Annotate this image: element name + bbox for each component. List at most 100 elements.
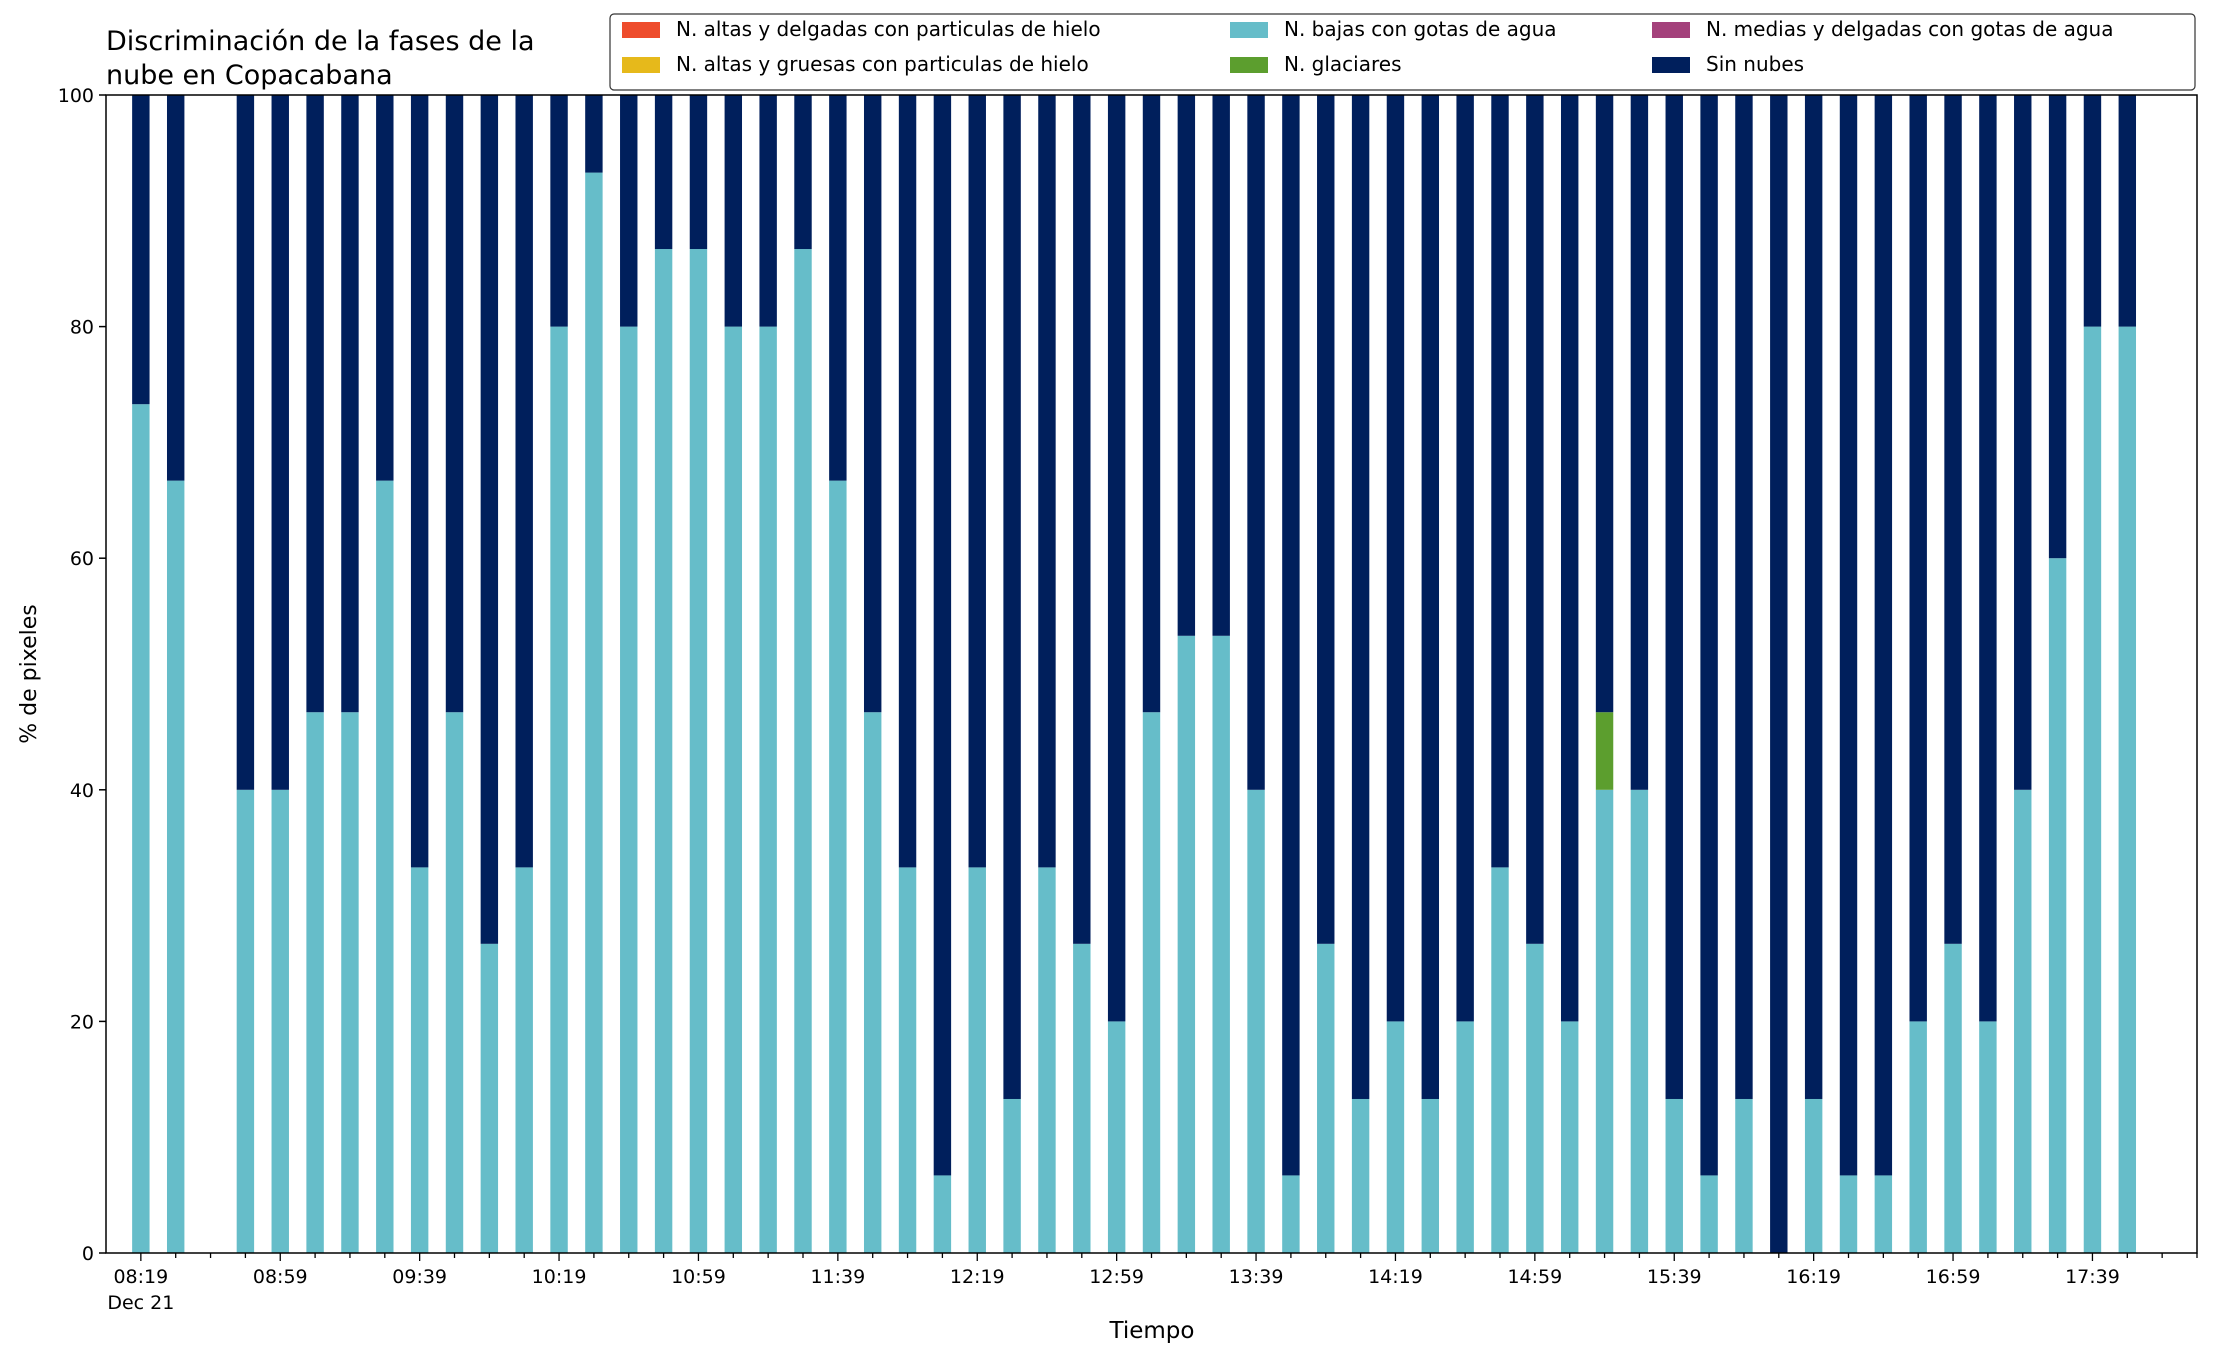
bar-segment-bajas <box>306 712 324 1253</box>
bar-segment-bajas <box>1386 1021 1405 1253</box>
bar-segment-sin-nubes <box>1909 95 1927 1022</box>
bar-segment-bajas <box>236 789 255 1253</box>
bar-segment-bajas <box>1282 1175 1300 1253</box>
y-tick-label: 100 <box>58 85 94 107</box>
bar-13:09 <box>1142 95 1161 1253</box>
bar-10:09 <box>515 95 533 1253</box>
legend-label: N. medias y delgadas con gotas de agua <box>1706 17 2114 41</box>
bar-segment-bajas <box>1804 1098 1823 1253</box>
x-tick-label: 11:39 <box>810 1266 865 1288</box>
chart-title-line-2: nube en Copacabana <box>106 60 393 91</box>
bar-segment-bajas <box>1317 943 1335 1253</box>
bar-17:19 <box>2014 95 2032 1253</box>
bar-segment-bajas <box>1700 1175 1718 1253</box>
bar-segment-bajas <box>480 943 499 1253</box>
bar-segment-bajas <box>1073 943 1091 1253</box>
bar-segment-sin-nubes <box>1595 95 1614 713</box>
legend-swatch <box>1230 22 1268 38</box>
legend-swatch <box>1652 57 1690 73</box>
bar-segment-sin-nubes <box>585 95 603 173</box>
bar-segment-glaciares <box>1595 712 1614 790</box>
x-tick-label: 13:39 <box>1229 1266 1284 1288</box>
bar-segment-bajas <box>1560 1021 1579 1253</box>
bar-16:19 <box>1804 95 1823 1253</box>
bar-15:39 <box>1665 95 1683 1253</box>
x-tick-label: 10:19 <box>532 1266 587 1288</box>
bar-segment-bajas <box>759 326 777 1254</box>
x-tick-label: 12:19 <box>950 1266 1005 1288</box>
bar-16:59 <box>1944 95 1962 1253</box>
bar-11:09 <box>724 95 743 1254</box>
y-tick-label: 80 <box>70 317 94 339</box>
bar-15:29 <box>1630 95 1649 1253</box>
bar-14:29 <box>1421 95 1440 1253</box>
x-tick-label: 09:39 <box>392 1266 447 1288</box>
bar-12:49 <box>1073 95 1091 1253</box>
bar-segment-bajas <box>1944 943 1962 1253</box>
bar-segment-bajas <box>689 249 708 1253</box>
x-tick-label: 17:39 <box>2065 1266 2120 1288</box>
bar-segment-sin-nubes <box>236 95 255 790</box>
bar-13:29 <box>1212 95 1230 1253</box>
chart-title-line-1: Discriminación de la fases de la <box>106 26 535 57</box>
bar-segment-sin-nubes <box>341 95 359 713</box>
bar-08:49 <box>236 95 255 1253</box>
bar-segment-sin-nubes <box>1421 95 1440 1099</box>
x-tick-sublabel: Dec 21 <box>107 1292 174 1314</box>
bar-segment-bajas <box>341 712 359 1253</box>
bar-11:19 <box>759 95 777 1254</box>
bar-segment-sin-nubes <box>2048 95 2067 559</box>
bar-segment-bajas <box>794 249 812 1253</box>
bar-segment-sin-nubes <box>166 95 185 481</box>
bar-segment-bajas <box>620 326 638 1254</box>
bar-segment-sin-nubes <box>1038 95 1056 868</box>
bar-17:29 <box>2048 95 2067 1253</box>
bar-12:29 <box>1003 95 1021 1253</box>
bar-segment-bajas <box>550 326 568 1254</box>
legend: N. altas y delgadas con particulas de hi… <box>609 13 2196 91</box>
legend-label: N. altas y gruesas con particulas de hie… <box>676 52 1089 76</box>
bar-15:19 <box>1595 95 1614 1253</box>
bar-16:29 <box>1839 95 1858 1253</box>
y-tick-label: 40 <box>70 780 94 802</box>
bar-10:19 <box>550 95 568 1254</box>
bar-segment-bajas <box>1456 1021 1474 1253</box>
bar-segment-bajas <box>1595 789 1614 1253</box>
bar-segment-bajas <box>515 867 533 1253</box>
bar-15:59 <box>1735 95 1753 1253</box>
bar-segment-sin-nubes <box>445 95 464 713</box>
bar-13:19 <box>1177 95 1196 1253</box>
bar-segment-bajas <box>1038 867 1056 1253</box>
bar-segment-bajas <box>724 326 743 1254</box>
bar-segment-bajas <box>933 1175 952 1253</box>
bar-segment-sin-nubes <box>1456 95 1474 1022</box>
bar-segment-bajas <box>898 867 917 1253</box>
bar-segment-sin-nubes <box>306 95 324 713</box>
bar-segment-sin-nubes <box>1212 95 1230 636</box>
bar-16:09 <box>1770 95 1788 1253</box>
bar-segment-bajas <box>654 249 673 1253</box>
bar-segment-bajas <box>1212 635 1230 1253</box>
x-tick-label: 10:59 <box>671 1266 726 1288</box>
bar-09:39 <box>410 95 429 1253</box>
bar-segment-bajas <box>829 480 847 1253</box>
bar-11:39 <box>829 95 847 1253</box>
legend-label: N. bajas con gotas de agua <box>1284 17 1557 41</box>
bar-segment-sin-nubes <box>1317 95 1335 944</box>
bar-segment-sin-nubes <box>1073 95 1091 944</box>
x-tick-label: 14:59 <box>1507 1266 1562 1288</box>
legend-swatch <box>622 22 660 38</box>
bar-segment-sin-nubes <box>689 95 708 250</box>
bar-09:09 <box>306 95 324 1253</box>
bar-segment-sin-nubes <box>1491 95 1509 868</box>
x-axis: 08:19 08:59 09:39 10:19 10:59 11:39 12:19 12:59… <box>107 1253 2198 1314</box>
bar-segment-bajas <box>1107 1021 1126 1253</box>
bar-11:29 <box>794 95 812 1253</box>
bar-segment-sin-nubes <box>724 95 743 327</box>
bar-segment-sin-nubes <box>1107 95 1126 1022</box>
bar-segment-sin-nubes <box>898 95 917 868</box>
bar-segment-bajas <box>1142 712 1161 1253</box>
bar-13:49 <box>1282 95 1300 1253</box>
bar-16:39 <box>1874 95 1893 1253</box>
bar-segment-bajas <box>1247 789 1265 1253</box>
